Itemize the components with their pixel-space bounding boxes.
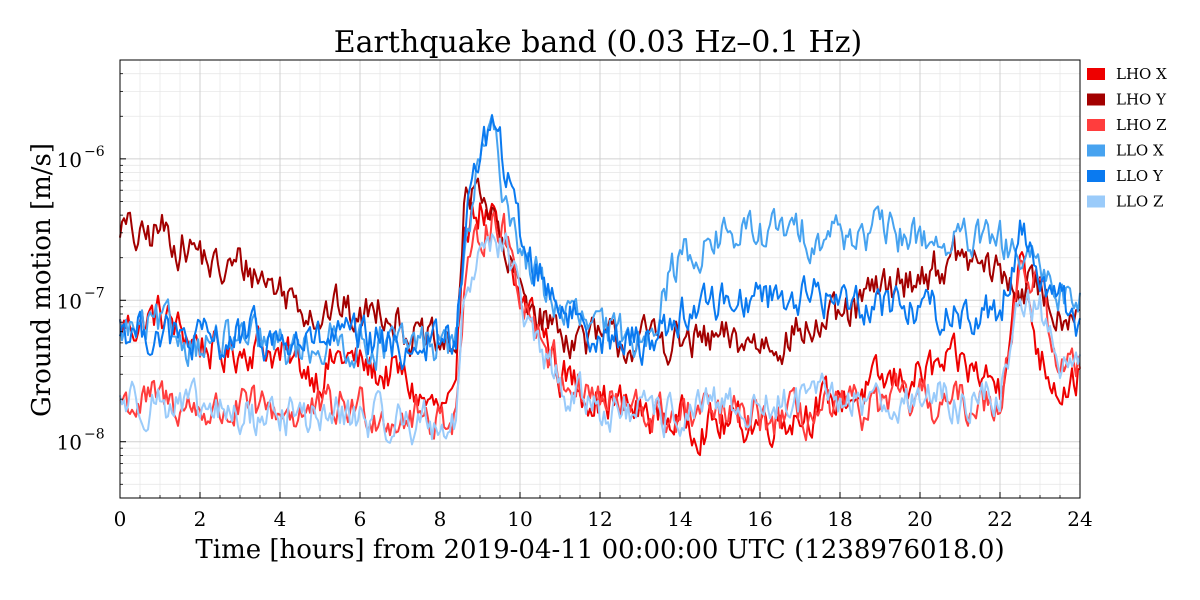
legend-label: LHO Z: [1116, 116, 1167, 134]
x-axis-label: Time [hours] from 2019-04-11 00:00:00 UT…: [195, 535, 1004, 565]
x-tick-label: 12: [587, 507, 612, 531]
legend: LHO X LHO Y LHO Z LLO X LLO Y LLO Z: [1087, 65, 1167, 211]
series-line-lho-y: [119, 177, 1081, 366]
x-tick-label: 16: [747, 507, 772, 531]
x-tick-labels: 0 2 4 6 8 10 12 14 16 18 20 22 24: [114, 507, 1093, 531]
series-layer: [119, 113, 1081, 457]
legend-swatch: [1087, 170, 1105, 182]
x-tick-label: 2: [194, 507, 207, 531]
x-tick-label: 14: [667, 507, 692, 531]
legend-swatch: [1087, 144, 1105, 157]
y-axis-label: Ground motion [m/s]: [27, 143, 57, 417]
x-tick-label: 18: [827, 507, 852, 531]
x-tick-label: 24: [1067, 507, 1092, 531]
y-tick-label: 10: [57, 431, 82, 455]
y-tick-exponent: −7: [84, 285, 105, 301]
legend-label: LHO Y: [1116, 91, 1167, 109]
y-tick-label: 10: [57, 289, 82, 313]
x-tick-label: 20: [907, 507, 932, 531]
legend-swatch: [1087, 68, 1105, 80]
series-line-lho-z: [119, 211, 1081, 442]
legend-label: LHO X: [1116, 65, 1167, 83]
series-line-llo-x: [119, 113, 1081, 371]
x-tick-label: 4: [274, 507, 287, 531]
legend-label: LLO Y: [1116, 167, 1164, 185]
x-tick-label: 8: [434, 507, 447, 531]
y-tick-exponent: −6: [84, 144, 105, 160]
y-tick-label: 10: [57, 148, 82, 172]
legend-label: LLO X: [1116, 142, 1164, 160]
x-tick-label: 22: [987, 507, 1012, 531]
legend-swatch: [1087, 93, 1105, 106]
legend-label: LLO Z: [1116, 193, 1163, 211]
y-tick-labels: 10−810−710−6: [57, 144, 105, 455]
x-tick-label: 10: [507, 507, 532, 531]
legend-swatch: [1087, 119, 1105, 131]
x-tick-label: 6: [354, 507, 367, 531]
axis-ticks: [119, 59, 1081, 499]
legend-swatch: [1087, 195, 1105, 208]
y-tick-exponent: −8: [84, 427, 105, 443]
series-line-lho-x: [119, 202, 1081, 457]
chart-title: Earthquake band (0.03 Hz–0.1 Hz): [334, 25, 862, 60]
series-line-llo-y: [119, 114, 1081, 371]
series-line-llo-z: [119, 232, 1081, 446]
x-tick-label: 0: [114, 507, 127, 531]
